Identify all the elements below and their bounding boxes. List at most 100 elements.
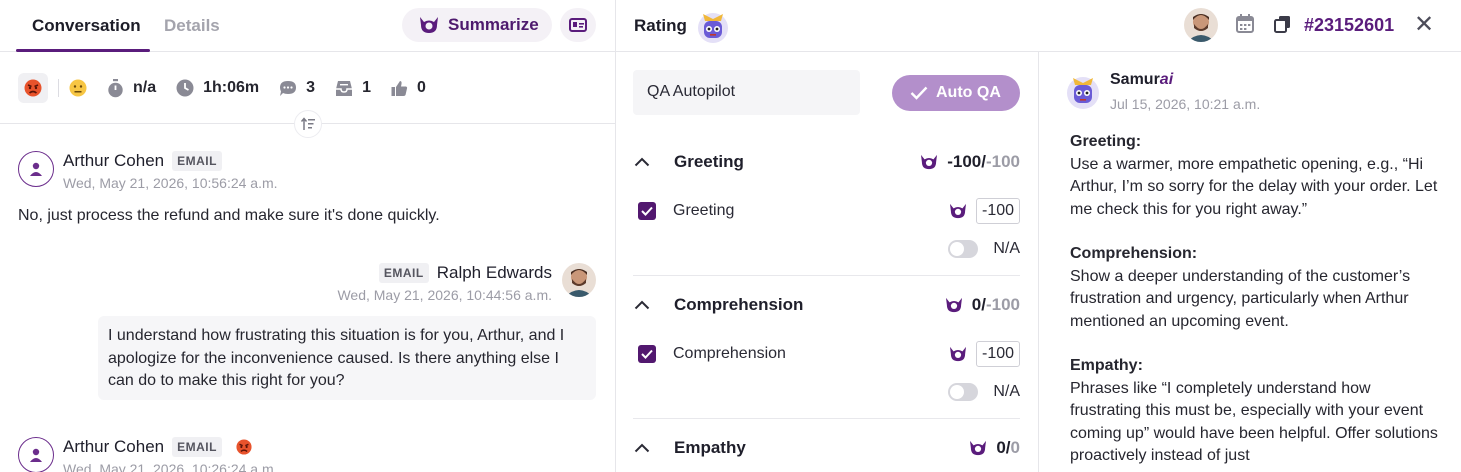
section-score-max: -100 <box>985 295 1020 314</box>
auto-qa-label: Auto QA <box>936 84 1001 101</box>
criterion-checkbox[interactable] <box>638 345 656 363</box>
summarize-button[interactable]: Summarize <box>402 8 552 42</box>
section-empathy-header[interactable]: Empathy 0/0 <box>634 438 1020 458</box>
na-toggle-row: N/A <box>948 383 1020 401</box>
calendar-icon <box>1236 14 1254 33</box>
message-date: Wed, May 21, 2026, 10:26:24 a.m. <box>63 461 278 472</box>
samurai-bot-avatar <box>694 8 732 49</box>
inbox-stat: 1 <box>335 79 371 97</box>
criterion-score-input[interactable]: -100 <box>976 341 1020 367</box>
thumbs-up-icon <box>391 80 408 96</box>
checkmark-icon <box>910 86 928 100</box>
na-toggle-row: N/A <box>948 240 1020 258</box>
criterion-label: Comprehension <box>673 345 786 362</box>
sender-name: Arthur Cohen <box>63 151 165 170</box>
close-icon[interactable]: ✕ <box>1414 11 1435 38</box>
rating-title: Rating <box>634 16 687 35</box>
section-name: Comprehension <box>674 295 804 314</box>
chevron-up-icon[interactable] <box>634 157 658 167</box>
feedback-text: Use a warmer, more empathetic opening, e… <box>1070 155 1438 218</box>
sort-icon <box>300 117 315 130</box>
active-tab-indicator <box>16 49 150 52</box>
auto-qa-button[interactable]: Auto QA <box>892 75 1020 111</box>
section-score: 0/-100 <box>944 295 1020 315</box>
samurai-logo-icon <box>921 154 938 170</box>
section-score-max: 0 <box>1010 438 1020 457</box>
ai-name-italic: ai <box>1159 71 1174 88</box>
column-divider-left <box>615 0 616 472</box>
channel-badge: EMAIL <box>172 437 222 457</box>
section-score: -100/-100 <box>919 152 1020 172</box>
ai-feedback-date: Jul 15, 2026, 10:21 a.m. <box>1110 96 1261 112</box>
ai-feedback-greeting: Greeting: Use a warmer, more empathetic … <box>1070 131 1445 221</box>
samurai-logo-icon <box>420 17 438 33</box>
conversation-stats: n/a 1h:06m 3 1 0 <box>18 72 446 104</box>
first-response-stat: n/a <box>107 78 156 98</box>
chevron-up-icon[interactable] <box>634 443 658 453</box>
agent-message-body: I understand how frustrating this situat… <box>98 316 596 400</box>
sort-button[interactable] <box>294 110 322 138</box>
criterion-checkbox[interactable] <box>638 202 656 220</box>
sentiment-neutral[interactable] <box>69 79 87 97</box>
messages-stat: 3 <box>279 79 315 97</box>
checkmark-icon <box>641 206 653 216</box>
section-score-value: 0/ <box>996 438 1011 457</box>
agent-avatar[interactable] <box>1184 8 1218 42</box>
message-header: Arthur Cohen EMAIL <box>63 437 252 457</box>
channel-badge: EMAIL <box>172 151 222 171</box>
angry-face-icon <box>236 439 252 455</box>
section-score-max: -100 <box>985 152 1020 171</box>
criterion-score: -100 <box>948 198 1020 224</box>
samurai-logo-icon <box>970 440 987 456</box>
channel-badge: EMAIL <box>378 263 429 283</box>
message-body: No, just process the refund and make sur… <box>18 207 440 224</box>
section-score: 0/0 <box>968 438 1020 458</box>
section-greeting-header[interactable]: Greeting -100/-100 <box>634 152 1020 172</box>
sentiment-angry-badge[interactable] <box>18 73 48 103</box>
person-photo-icon <box>562 263 596 297</box>
chevron-up-icon[interactable] <box>634 300 658 310</box>
section-score-value: 0/ <box>971 295 986 314</box>
duration-stat: 1h:06m <box>176 79 259 97</box>
qa-scorecard-select[interactable]: QA Autopilot <box>633 70 860 115</box>
section-divider <box>633 418 1020 419</box>
section-comprehension-header[interactable]: Comprehension 0/-100 <box>634 295 1020 315</box>
column-divider-right <box>1038 52 1039 472</box>
na-label: N/A <box>993 240 1020 257</box>
calendar-button[interactable] <box>1236 14 1254 39</box>
contact-card-button[interactable] <box>560 8 596 42</box>
copy-icon <box>1274 16 1290 33</box>
criterion-label: Greeting <box>673 202 735 219</box>
criterion-greeting: Greeting -100 <box>638 198 1020 224</box>
stats-divider <box>58 79 59 97</box>
na-toggle[interactable] <box>948 383 978 401</box>
inbox-icon <box>336 80 353 96</box>
na-toggle[interactable] <box>948 240 978 258</box>
feedback-heading: Empathy: <box>1070 357 1143 374</box>
feedback-text: Show a deeper understanding of the custo… <box>1070 267 1411 330</box>
inbox-count: 1 <box>362 79 371 96</box>
clock-icon <box>176 79 194 97</box>
tab-details[interactable]: Details <box>164 16 220 35</box>
ai-feedback-empathy: Empathy: Phrases like “I completely unde… <box>1070 355 1445 468</box>
section-name: Empathy <box>674 438 746 457</box>
top-bar: Conversation Details Summarize Rating <box>0 0 1461 52</box>
ticket-id[interactable]: #23152601 <box>1304 15 1395 35</box>
criterion-score-input[interactable]: -100 <box>976 198 1020 224</box>
sender-name: Ralph Edwards <box>436 263 552 282</box>
copy-button[interactable] <box>1274 15 1291 38</box>
likes-count: 0 <box>416 79 426 96</box>
na-label: N/A <box>993 383 1020 400</box>
summarize-label: Summarize <box>448 15 539 34</box>
samurai-logo-icon <box>945 297 962 313</box>
samurai-bot-avatar <box>1064 72 1102 115</box>
tab-conversation[interactable]: Conversation <box>32 16 141 35</box>
samurai-logo-icon <box>950 346 966 362</box>
angry-face-icon <box>24 79 42 97</box>
samurai-logo-icon <box>950 203 966 219</box>
ai-name-plain: Samur <box>1110 71 1160 88</box>
person-photo-icon <box>1184 8 1218 42</box>
section-name: Greeting <box>674 152 744 171</box>
message-date: Wed, May 21, 2026, 10:56:24 a.m. <box>63 175 278 191</box>
user-icon <box>30 448 42 462</box>
